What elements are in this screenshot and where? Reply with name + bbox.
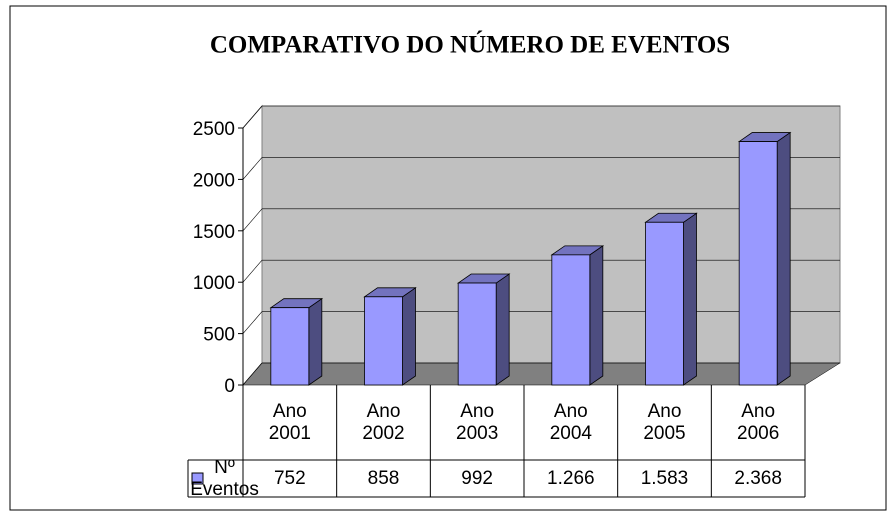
y-tick-label: 1500	[193, 222, 235, 243]
x-tick-label: Ano 2001	[268, 400, 311, 444]
bar	[738, 141, 778, 386]
x-tick-label: Ano 2005	[643, 400, 686, 444]
chart-title: COMPARATIVO DO NÚMERO DE EVENTOS	[210, 31, 730, 59]
y-tick-label: 1000	[193, 273, 235, 294]
grid-line	[242, 311, 263, 334]
value-label: 1.266	[547, 467, 595, 489]
y-tick-label: 2000	[193, 170, 235, 191]
legend-swatch	[191, 472, 204, 485]
grid-line	[242, 260, 263, 283]
x-tick-label: Ano 2004	[549, 400, 592, 444]
bar-side	[402, 287, 416, 386]
bar	[270, 307, 310, 386]
x-tick-label: Ano 2006	[737, 400, 780, 444]
value-label: 752	[273, 467, 306, 489]
legend-label: Nº Eventos	[190, 456, 259, 500]
value-label: 992	[461, 467, 493, 489]
value-label: 1.583	[640, 467, 689, 489]
value-label: 858	[367, 467, 400, 489]
value-label: 2.368	[734, 467, 782, 489]
x-tick-label: Ano 2002	[362, 400, 405, 444]
bar-side	[776, 131, 791, 386]
y-tick-label: 2500	[193, 119, 235, 140]
y-tick-label: 0	[224, 376, 235, 397]
y-tick-label: 500	[203, 325, 235, 346]
bar	[364, 296, 403, 386]
bar-side	[589, 245, 604, 386]
bar	[645, 221, 684, 386]
grid-line	[242, 362, 263, 386]
grid-line	[242, 105, 263, 129]
bar-side	[308, 297, 323, 386]
bar	[551, 254, 591, 386]
bar-side	[683, 212, 697, 386]
bar-side	[495, 273, 510, 386]
x-tick-label: Ano 2003	[456, 400, 499, 444]
side-wall	[242, 104, 263, 387]
bar	[457, 282, 497, 386]
grid-line	[242, 208, 263, 231]
grid-line	[242, 157, 263, 180]
